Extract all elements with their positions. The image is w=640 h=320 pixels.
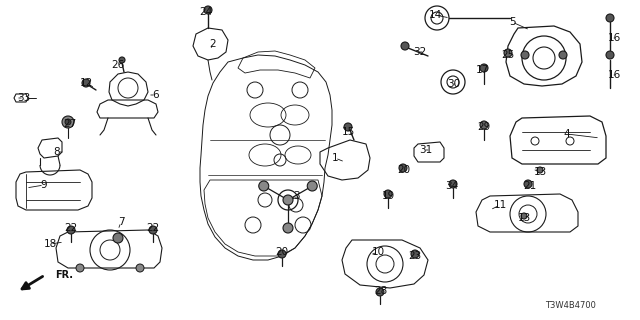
- Circle shape: [401, 42, 409, 50]
- Text: 32: 32: [413, 47, 427, 57]
- Circle shape: [65, 119, 71, 125]
- Text: 11: 11: [493, 200, 507, 210]
- Text: 24: 24: [200, 7, 212, 17]
- Circle shape: [606, 14, 614, 22]
- Text: 7: 7: [118, 217, 124, 227]
- Text: 9: 9: [41, 180, 47, 190]
- Text: FR.: FR.: [55, 270, 73, 280]
- Text: 13: 13: [533, 167, 547, 177]
- Text: 16: 16: [607, 70, 621, 80]
- Text: 14: 14: [428, 10, 442, 20]
- Circle shape: [76, 264, 84, 272]
- Circle shape: [344, 123, 352, 131]
- Text: 17: 17: [476, 65, 488, 75]
- Text: 10: 10: [371, 247, 385, 257]
- Text: 27: 27: [63, 119, 77, 129]
- Text: 22: 22: [65, 223, 77, 233]
- Text: 20: 20: [275, 247, 289, 257]
- Circle shape: [82, 79, 90, 87]
- Circle shape: [67, 226, 75, 234]
- Circle shape: [376, 288, 384, 296]
- Circle shape: [480, 121, 488, 129]
- Text: 30: 30: [447, 79, 461, 89]
- Circle shape: [521, 51, 529, 59]
- Text: 31: 31: [419, 145, 433, 155]
- Text: 4: 4: [564, 129, 570, 139]
- Circle shape: [449, 180, 457, 188]
- Circle shape: [62, 116, 74, 128]
- Circle shape: [278, 250, 286, 258]
- Text: 3: 3: [292, 191, 300, 201]
- Circle shape: [504, 49, 512, 57]
- Text: 26: 26: [111, 60, 125, 70]
- Circle shape: [480, 64, 488, 72]
- Text: 19: 19: [381, 191, 395, 201]
- Text: 6: 6: [153, 90, 159, 100]
- Text: 28: 28: [374, 286, 388, 296]
- Circle shape: [283, 223, 293, 233]
- Circle shape: [521, 213, 527, 219]
- Text: 5: 5: [509, 17, 515, 27]
- Text: 2: 2: [210, 39, 216, 49]
- Text: 25: 25: [501, 50, 515, 60]
- Text: T3W4B4700: T3W4B4700: [545, 300, 595, 309]
- Circle shape: [136, 264, 144, 272]
- Circle shape: [559, 51, 567, 59]
- Text: 23: 23: [408, 251, 422, 261]
- Circle shape: [399, 164, 407, 172]
- Circle shape: [149, 226, 157, 234]
- Circle shape: [384, 190, 392, 198]
- Circle shape: [259, 181, 269, 191]
- Circle shape: [606, 51, 614, 59]
- Text: 33: 33: [17, 93, 31, 103]
- Text: 34: 34: [445, 181, 459, 191]
- Text: 8: 8: [54, 147, 60, 157]
- Text: 20: 20: [397, 165, 411, 175]
- Circle shape: [204, 6, 212, 14]
- Text: 21: 21: [524, 181, 536, 191]
- Circle shape: [113, 233, 123, 243]
- Text: 18: 18: [44, 239, 56, 249]
- Text: 12: 12: [79, 78, 93, 88]
- Circle shape: [307, 181, 317, 191]
- Text: 16: 16: [607, 33, 621, 43]
- Circle shape: [411, 250, 419, 258]
- Circle shape: [537, 167, 543, 173]
- Circle shape: [283, 195, 293, 205]
- Text: 13: 13: [517, 213, 531, 223]
- Text: 15: 15: [341, 127, 355, 137]
- Text: 22: 22: [147, 223, 159, 233]
- Circle shape: [524, 180, 532, 188]
- Circle shape: [119, 57, 125, 63]
- Text: 1: 1: [332, 153, 339, 163]
- Text: 29: 29: [477, 122, 491, 132]
